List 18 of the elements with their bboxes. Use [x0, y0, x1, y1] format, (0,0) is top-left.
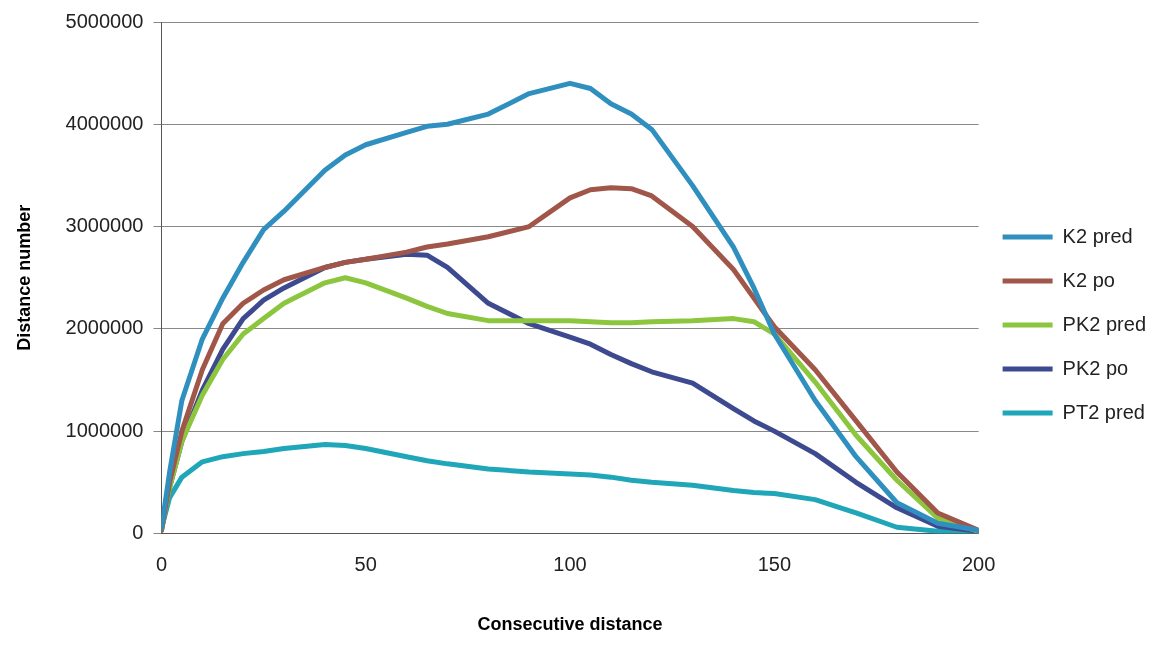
y-tick-label: 0 [132, 520, 144, 543]
x-tick-label: 200 [961, 552, 996, 575]
legend-label: K2 pred [1062, 224, 1133, 247]
legend-label: K2 po [1062, 268, 1115, 291]
legend-label: PK2 pred [1062, 312, 1146, 335]
x-tick-label: 50 [354, 552, 377, 575]
x-axis-title: Consecutive distance [477, 614, 663, 635]
x-tick-label: 150 [757, 552, 792, 575]
x-tick-label: 100 [553, 552, 587, 575]
x-tick-label: 0 [155, 552, 168, 575]
y-tick-label: 3000000 [65, 214, 144, 237]
y-tick-label: 4000000 [65, 111, 144, 134]
y-tick-label: 5000000 [65, 9, 144, 32]
y-axis-title: Distance number [13, 204, 34, 351]
y-tick-label: 1000000 [65, 418, 144, 441]
y-tick-label: 2000000 [65, 316, 144, 339]
legend-label: PK2 po [1062, 356, 1129, 379]
legend-label: PT2 pred [1062, 400, 1145, 423]
